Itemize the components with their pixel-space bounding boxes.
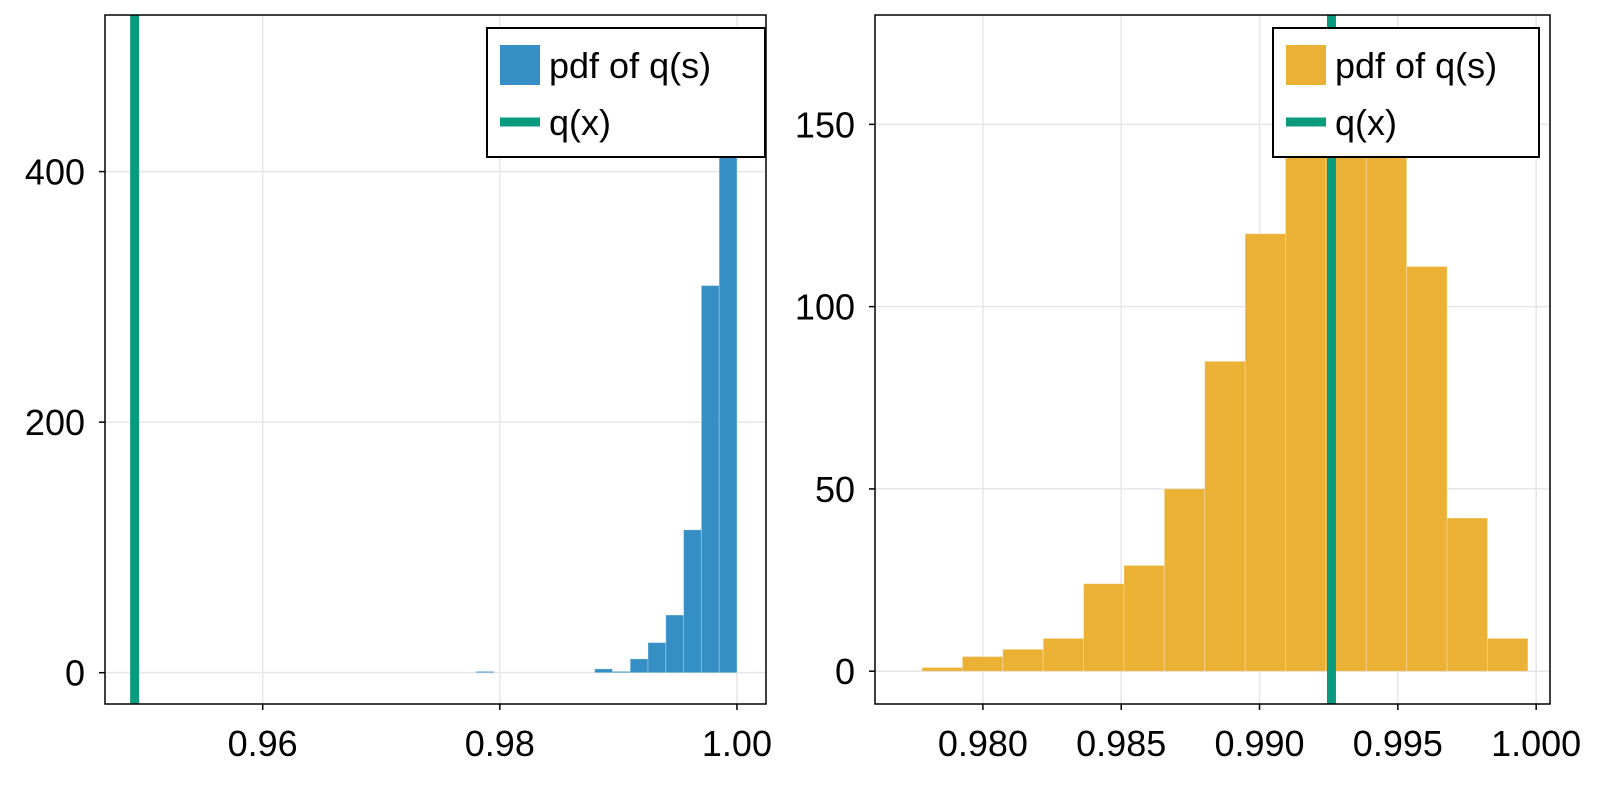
- y-tick-label: 100: [795, 287, 855, 328]
- histogram-bar: [475, 670, 495, 674]
- legend-label-qx: q(x): [1335, 102, 1397, 143]
- histogram-bar: [1406, 266, 1448, 672]
- histogram-bar: [1486, 637, 1529, 672]
- x-tick-label: 0.96: [228, 723, 298, 764]
- axes-frame: [874, 14, 1551, 705]
- legend-label-qx: q(x): [549, 102, 611, 143]
- histogram-bar: [1042, 637, 1085, 672]
- legend: pdf of q(s) q(x): [486, 27, 766, 158]
- x-tick-label: 0.995: [1353, 723, 1443, 764]
- histogram-bar: [1123, 564, 1165, 672]
- histogram-bar: [1163, 488, 1206, 672]
- legend-swatch-histogram: [1286, 45, 1326, 85]
- y-tick-label: 0: [835, 651, 855, 692]
- histogram-bar: [665, 614, 685, 674]
- legend-label-pdf: pdf of q(s): [549, 45, 711, 86]
- histogram-bar: [594, 668, 613, 674]
- histogram-bar: [1285, 105, 1327, 672]
- histogram-bar: [629, 658, 649, 674]
- histogram-bar: [700, 285, 720, 674]
- y-tick-label: 50: [815, 469, 855, 510]
- x-tick-label: 0.990: [1214, 723, 1304, 764]
- histogram-bar: [1244, 233, 1287, 672]
- y-tick-label: 200: [25, 402, 85, 443]
- x-tick-label: 0.98: [465, 723, 535, 764]
- histogram-bar: [611, 670, 631, 674]
- legend: pdf of q(s) q(x): [1272, 27, 1540, 158]
- chart-panel-1: 0.96 0.98 1.00 0 200 400 pdf of q(s) q(x): [25, 14, 772, 764]
- histogram-bar: [1446, 517, 1488, 672]
- histogram-bar: [921, 667, 963, 672]
- axes-frame: [104, 14, 767, 705]
- histogram-bar: [683, 529, 702, 674]
- x-tick-label: 1.00: [702, 723, 772, 764]
- x-tick-label: 0.985: [1076, 723, 1166, 764]
- x-tick-label: 1.000: [1491, 723, 1581, 764]
- chart-panel-2: 0.980 0.985 0.990 0.995 1.000 0 50 100 150 pdf of…: [795, 14, 1581, 764]
- histogram-bar: [1002, 648, 1044, 672]
- histogram-bar: [647, 642, 667, 674]
- histogram-bar: [1083, 583, 1125, 672]
- x-tick-label: 0.980: [938, 723, 1028, 764]
- y-tick-label: 150: [795, 104, 855, 145]
- histogram-bar: [961, 656, 1004, 672]
- legend-swatch-histogram: [500, 45, 540, 85]
- plot-area: [130, 15, 738, 704]
- y-tick-label: 400: [25, 152, 85, 193]
- histogram-bar: [1365, 123, 1408, 672]
- legend-label-pdf: pdf of q(s): [1335, 45, 1497, 86]
- y-tick-label: 0: [65, 653, 85, 694]
- histogram-bar: [1204, 360, 1246, 672]
